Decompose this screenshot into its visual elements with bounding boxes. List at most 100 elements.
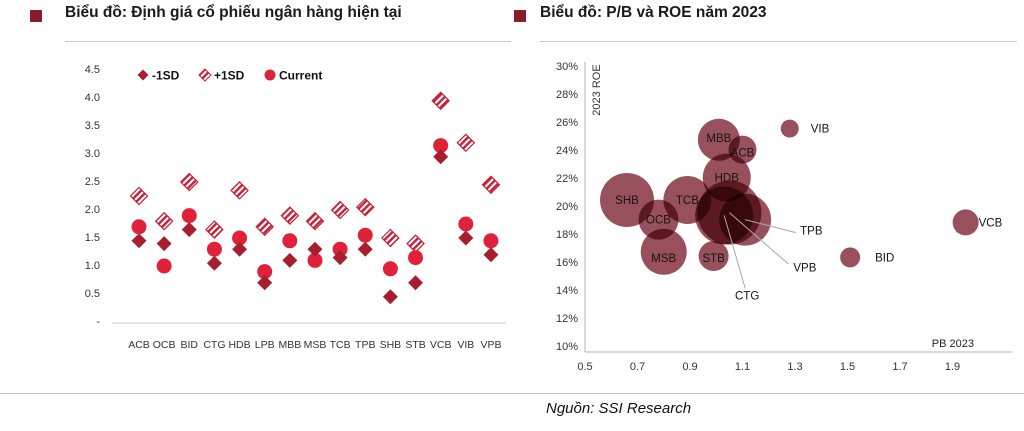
marker-current-VCB (433, 138, 449, 154)
x-category-label: STB (405, 339, 425, 351)
bubble-label-HDB: HDB (715, 173, 740, 185)
y-tick-label: 30% (556, 61, 578, 73)
marker-minus1sd-TPB (357, 241, 373, 257)
x-tick-label: 1.5 (840, 361, 855, 373)
legend-label: -1SD (152, 69, 180, 83)
marker-current-MSB (307, 252, 323, 268)
marker-plus1sd-SHB (381, 228, 400, 248)
right-chart-title: Biểu đồ: P/B và ROE năm 2023 (540, 4, 767, 21)
bubble-BID (840, 247, 861, 268)
x-tick-label: 0.9 (682, 361, 697, 373)
x-category-label: VPB (480, 339, 501, 351)
marker-plus1sd-VIB (456, 133, 476, 153)
marker-minus1sd-LPB (257, 275, 273, 291)
bubble-label-OCB: OCB (646, 215, 671, 227)
x-category-label: TCB (330, 339, 351, 351)
marker-plus1sd-CTG (205, 220, 224, 239)
x-tick-label: 1.1 (735, 361, 750, 373)
y-tick-label: 14% (556, 285, 578, 297)
bubble-MSB (640, 228, 687, 275)
bubble-label-SHB: SHB (615, 195, 639, 207)
bubble-VIB (780, 119, 799, 138)
x-category-label: VIB (457, 339, 474, 351)
marker-minus1sd-OCB (156, 236, 172, 252)
marker-current-ACB (131, 219, 147, 235)
marker-current-STB (408, 250, 424, 266)
bubble-STB (698, 241, 729, 271)
bank-valuation-chart: -1SD +1SD Current 4.5 4.0 3.5 3.0 2.5 2.0 1.5 1.0 0… (85, 64, 506, 351)
x-category-label: BID (181, 339, 199, 351)
y-tick-label: 12% (556, 313, 578, 325)
x-category-label: TPB (355, 339, 375, 351)
leader-line-CTG (723, 215, 746, 289)
y-tick-label: 4.0 (85, 92, 100, 104)
y-axis-title: 2023 ROE (591, 64, 603, 115)
x-category-label: VCB (430, 339, 452, 351)
left-title-divider (65, 41, 511, 42)
x-category-label: OCB (153, 339, 176, 351)
pb-roe-bubble-chart: 2023 ROE PB 2023 30% 28% 26% 24% 22% 20% 18% 16% 1… (556, 61, 1012, 373)
leader-line-VPB (729, 212, 789, 265)
bubble-label-BID: BID (875, 252, 894, 264)
leader-line-TPB (745, 219, 796, 234)
bubble-label-TPB: TPB (800, 226, 823, 238)
marker-current-MBB (282, 233, 298, 249)
y-tick-label: 22% (556, 173, 578, 185)
marker-current-BID (181, 208, 197, 224)
marker-plus1sd-VPB (481, 175, 501, 195)
x-tick-label: 0.5 (577, 361, 592, 373)
marker-current-HDB (232, 230, 248, 246)
marker-minus1sd-STB (408, 275, 424, 291)
x-category-label: HDB (228, 339, 250, 351)
marker-minus1sd-BID (181, 222, 197, 238)
y-tick-label: 10% (556, 341, 578, 353)
x-tick-label: 1.9 (945, 361, 960, 373)
bubble-label-VIB: VIB (811, 124, 830, 136)
marker-minus1sd-HDB (232, 241, 248, 257)
marker-plus1sd-TCB (330, 200, 350, 220)
marker-current-LPB (257, 264, 273, 280)
x-category-label: LPB (255, 339, 275, 351)
marker-plus1sd-VCB (431, 91, 451, 111)
y-tick-label: 2.5 (85, 176, 100, 188)
marker-plus1sd-LPB (255, 217, 275, 237)
marker-minus1sd-CTG (206, 255, 222, 271)
y-tick-label: 1.0 (85, 260, 100, 272)
bubble-ACB (728, 135, 757, 164)
legend-plus1sd-icon (198, 68, 212, 82)
y-tick-label: 24% (556, 145, 578, 157)
bubble-HDB (702, 153, 751, 202)
marker-minus1sd-SHB (382, 289, 398, 305)
right-title-bullet (514, 10, 526, 22)
y-tick-label: 3.5 (85, 120, 100, 132)
y-tick-label: - (96, 316, 100, 328)
x-category-label: CTG (203, 339, 225, 351)
x-category-label: MBB (278, 339, 301, 351)
y-tick-label: 20% (556, 201, 578, 213)
marker-plus1sd-STB (406, 234, 425, 253)
legend-minus1sd-icon (137, 69, 149, 81)
bubble-label-VCB: VCB (979, 217, 1003, 229)
y-tick-label: 0.5 (85, 288, 100, 300)
marker-current-SHB (382, 261, 398, 277)
marker-current-TPB (357, 227, 373, 243)
left-chart-title: Biểu đồ: Định giá cổ phiếu ngân hàng hiệ… (65, 4, 402, 21)
marker-plus1sd-ACB (129, 186, 149, 206)
legend-label: Current (279, 69, 322, 83)
bubble-VCB (952, 209, 979, 236)
marker-plus1sd-MSB (305, 211, 325, 231)
bubble-label-VPB: VPB (793, 263, 816, 275)
y-tick-label: 16% (556, 257, 578, 269)
bubble-label-MBB: MBB (706, 133, 731, 145)
x-tick-label: 1.7 (892, 361, 907, 373)
marker-plus1sd-MBB (280, 206, 300, 225)
marker-plus1sd-TPB (355, 197, 375, 217)
legend-current-icon (264, 69, 276, 81)
y-tick-label: 2.0 (85, 204, 100, 216)
marker-current-VIB (458, 216, 474, 232)
marker-current-CTG (206, 241, 222, 257)
x-category-label: ACB (128, 339, 150, 351)
marker-plus1sd-OCB (154, 211, 174, 231)
marker-plus1sd-BID (179, 172, 199, 192)
y-tick-label: 18% (556, 229, 578, 241)
